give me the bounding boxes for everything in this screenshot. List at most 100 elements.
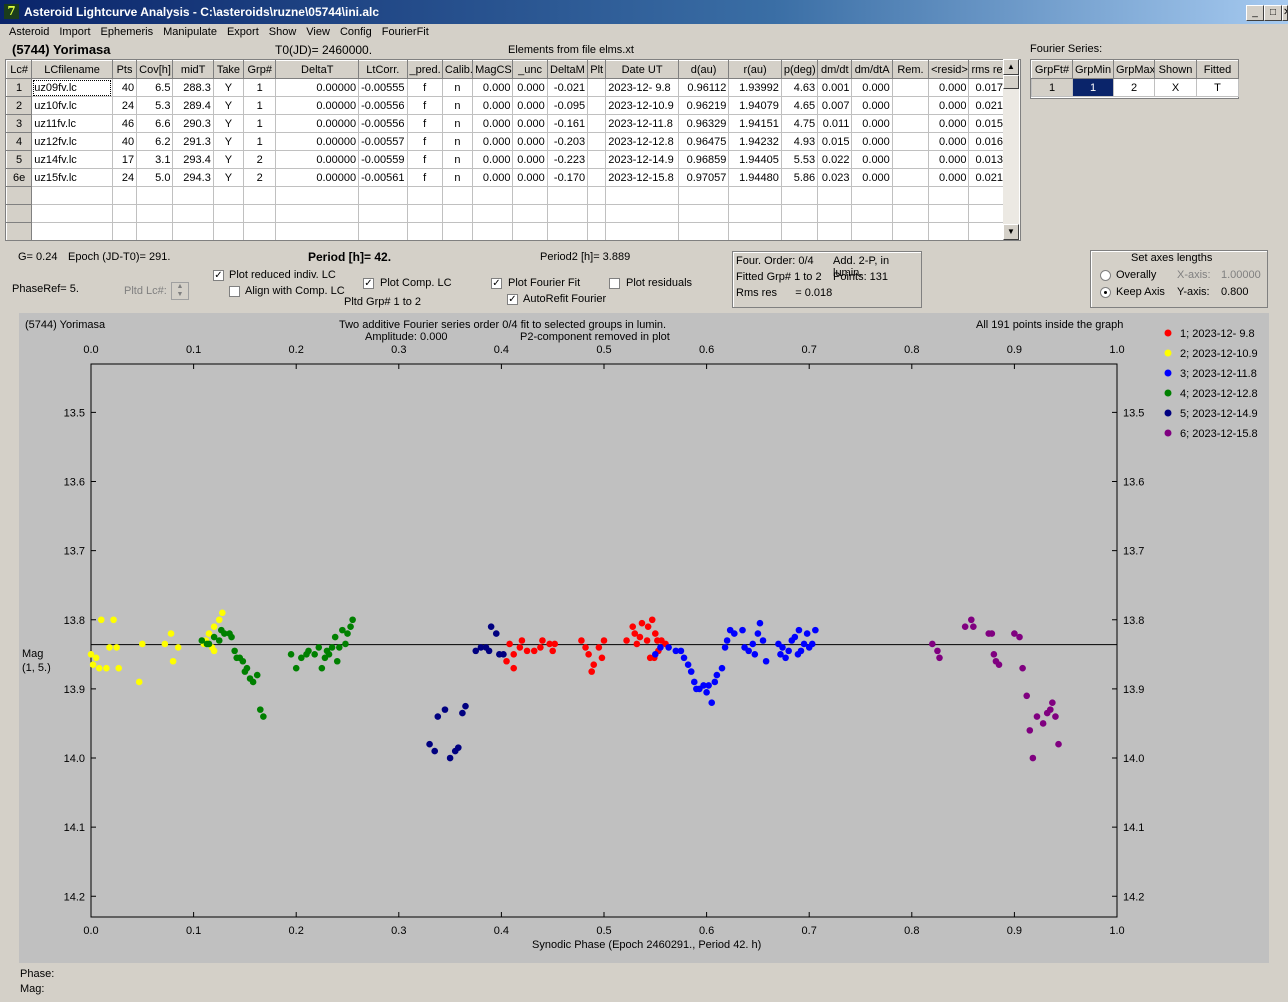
table-cell[interactable] [472,204,514,223]
table-header-cell[interactable]: MagCS [472,60,514,79]
table-cell[interactable]: 0.000 [472,96,514,115]
table-cell[interactable]: 0.96219 [677,96,730,115]
row-header-cell[interactable]: 5 [6,150,33,169]
scroll-up-icon[interactable]: ▲ [1003,59,1019,75]
table-cell[interactable] [587,78,607,97]
table-cell[interactable]: -0.161 [546,114,589,133]
table-cell[interactable] [358,204,408,223]
table-cell[interactable] [891,204,930,223]
table-cell[interactable]: 0.000 [928,114,970,133]
table-cell[interactable]: 2023-12- 9.8 [605,78,679,97]
table-cell[interactable] [212,186,245,205]
table-cell[interactable]: 24 [111,168,138,187]
table-cell[interactable]: 0.000 [512,78,548,97]
table-cell[interactable] [968,222,1006,240]
table-cell[interactable]: 4.93 [780,132,819,151]
table-row[interactable] [6,204,1006,223]
table-header-cell[interactable]: d(au) [677,60,730,79]
scroll-thumb[interactable] [1003,75,1019,89]
table-cell[interactable] [891,168,930,187]
table-cell[interactable]: 291.3 [172,132,214,151]
table-cell[interactable]: 0.000 [851,78,893,97]
plot-comp-checkbox[interactable]: ✓ [363,278,374,289]
table-cell[interactable] [891,132,930,151]
keep-axis-radio[interactable] [1100,287,1111,298]
table-cell[interactable]: 2023-12-15.8 [605,168,679,187]
table-cell[interactable] [728,186,782,205]
table-cell[interactable]: -0.00557 [358,132,408,151]
row-header-cell[interactable]: 2 [6,96,33,115]
table-header-cell[interactable]: DeltaM [546,60,589,79]
table-cell[interactable] [817,204,853,223]
table-cell[interactable] [587,204,607,223]
table-cell[interactable] [406,204,443,223]
table-cell[interactable]: 0.017 [968,78,1006,97]
scroll-down-icon[interactable]: ▼ [1003,224,1019,240]
overally-radio[interactable] [1100,270,1111,281]
table-cell[interactable]: n [441,114,474,133]
table-cell[interactable]: 0.016 [968,132,1006,151]
table-cell[interactable] [677,204,730,223]
row-header-cell[interactable] [6,204,33,223]
table-cell[interactable]: Y [212,78,245,97]
table-cell[interactable]: Y [212,132,245,151]
close-button[interactable]: ✕ [1282,5,1288,21]
table-cell[interactable]: n [441,96,474,115]
table-cell[interactable]: 5.53 [780,150,819,169]
table-row[interactable] [6,186,1006,205]
table-header-cell[interactable]: dm/dt [817,60,853,79]
table-cell[interactable]: 4.65 [780,96,819,115]
table-cell[interactable]: 0.000 [512,96,548,115]
table-cell[interactable] [512,222,548,240]
table-cell[interactable]: Y [212,168,245,187]
table-cell[interactable]: 2023-12-11.8 [605,114,679,133]
table-cell[interactable]: 5.3 [136,96,174,115]
table-cell[interactable] [243,186,277,205]
table-cell[interactable]: f [406,96,443,115]
table-cell[interactable]: 0.000 [512,150,548,169]
table-cell[interactable] [605,186,679,205]
table-cell[interactable] [728,222,782,240]
table-row[interactable]: 1 uz09fv.lc 40 6.5 288.3 Y 1 0.00000 -0.00555 f n 0… [6,78,1006,97]
table-cell[interactable]: -0.203 [546,132,589,151]
plot-reduced-checkbox[interactable]: ✓ [213,270,224,281]
table-header-cell[interactable]: Cov[h] [136,60,174,79]
table-header-cell[interactable]: p(deg) [780,60,819,79]
period-value[interactable]: Period [h]= 42. [308,250,392,264]
table-cell[interactable]: 1.94232 [728,132,782,151]
menu-show[interactable]: Show [268,26,297,38]
table-cell[interactable]: 0.000 [472,168,514,187]
plot-svg[interactable]: 0.0 0.0 0.1 0.1 0.2 0.2 0.3 0.3 0.4 0.4 0.5 0.5 0.6 0… [19,313,1269,963]
row-header-cell[interactable] [6,186,33,205]
table-cell[interactable]: 0.00000 [275,78,360,97]
table-cell[interactable]: 24 [111,96,138,115]
table-cell[interactable] [212,222,245,240]
table-cell[interactable] [605,204,679,223]
table-cell[interactable] [111,204,138,223]
fs-cell-grpmax[interactable]: 2 [1113,78,1155,97]
table-cell[interactable]: 0.96859 [677,150,730,169]
table-cell[interactable]: 0.000 [928,132,970,151]
row-header-cell[interactable]: 4 [6,132,33,151]
menu-import[interactable]: Import [59,26,91,38]
table-cell[interactable] [136,222,174,240]
table-cell[interactable]: 288.3 [172,78,214,97]
table-cell[interactable]: f [406,78,443,97]
table-header-cell[interactable]: DeltaT [275,60,360,79]
table-cell[interactable]: 1.93992 [728,78,782,97]
table-cell[interactable]: 0.021 [968,96,1006,115]
table-cell[interactable]: 5.86 [780,168,819,187]
table-header-cell[interactable]: Date UT [605,60,679,79]
table-header-cell[interactable]: midT [172,60,214,79]
table-header-cell[interactable]: rms res [968,60,1006,79]
row-header-cell[interactable]: 3 [6,114,33,133]
table-cell[interactable]: 0.000 [851,96,893,115]
table-cell[interactable] [275,222,360,240]
table-cell[interactable]: -0.00556 [358,114,408,133]
table-cell[interactable]: uz14fv.lc [31,150,113,169]
table-cell[interactable] [172,186,214,205]
table-cell[interactable]: 0.00000 [275,168,360,187]
table-cell[interactable]: 293.4 [172,150,214,169]
table-cell[interactable]: 1.94151 [728,114,782,133]
table-cell[interactable]: 0.000 [928,168,970,187]
